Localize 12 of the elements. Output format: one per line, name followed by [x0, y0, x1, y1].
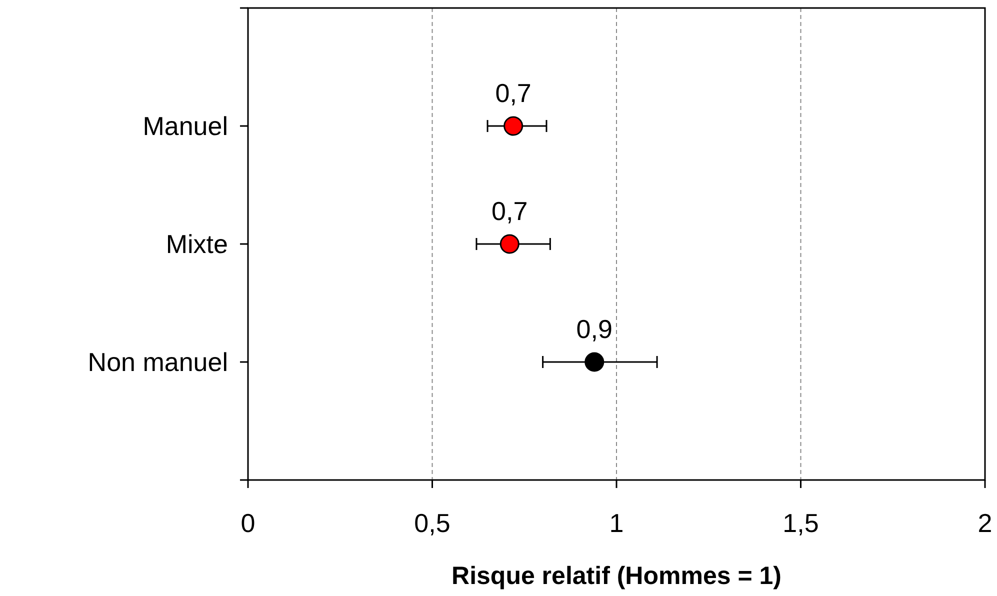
x-tick-label: 1: [609, 508, 624, 538]
x-tick-label: 2: [978, 508, 992, 538]
y-tick-label: Non manuel: [88, 347, 228, 377]
data-label: 0,7: [495, 78, 532, 108]
y-tick-label: Manuel: [142, 111, 228, 141]
data-label: 0,9: [576, 314, 612, 344]
data-label: 0,7: [492, 196, 528, 226]
x-tick-label: 0,5: [414, 508, 450, 538]
x-tick-label: 0: [240, 508, 256, 538]
y-tick-label: Mixte: [166, 229, 228, 259]
x-axis-title: Risque relatif (Hommes = 1): [452, 562, 782, 590]
x-tick-label: 1,5: [782, 508, 819, 538]
